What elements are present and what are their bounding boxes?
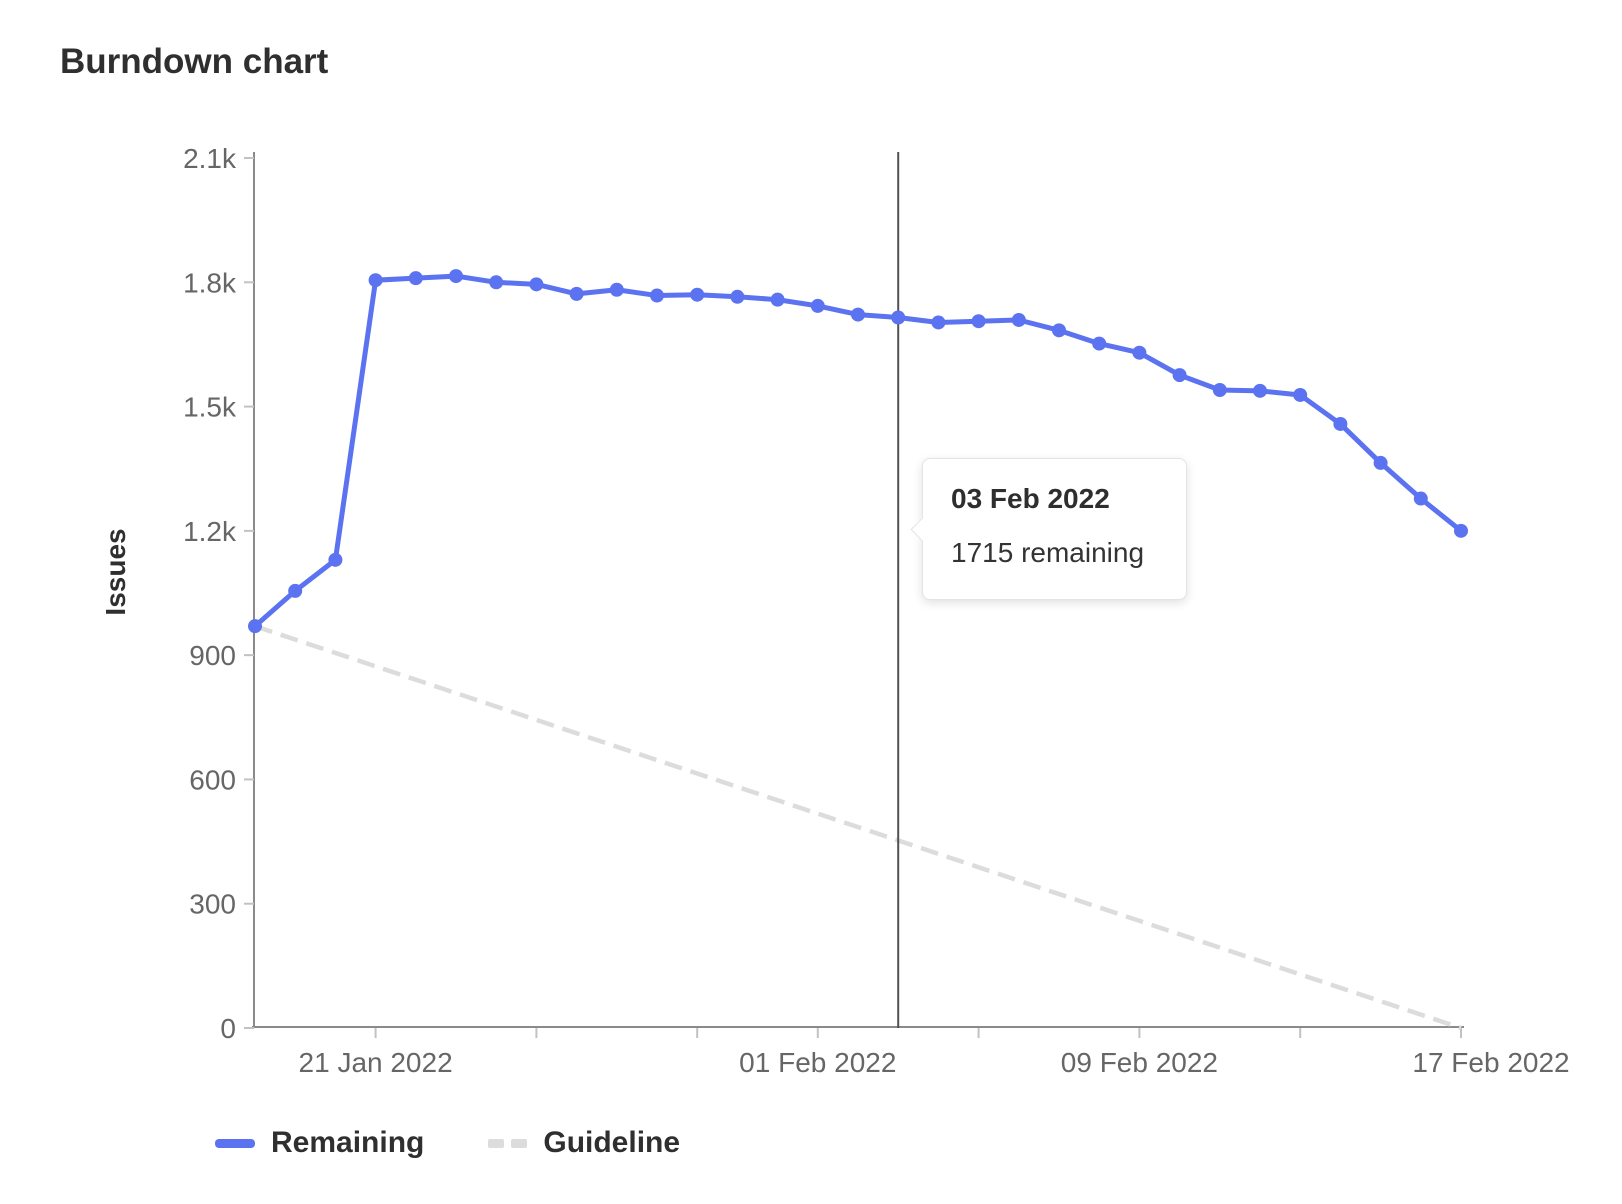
data-point[interactable] bbox=[408, 271, 423, 286]
y-tick-label: 0 bbox=[220, 1013, 236, 1044]
data-point[interactable] bbox=[248, 619, 262, 634]
data-point[interactable] bbox=[650, 288, 664, 303]
y-tick-label: 600 bbox=[189, 764, 236, 795]
y-tick-label: 2.1k bbox=[183, 143, 237, 174]
guideline-dash-swatch-icon bbox=[488, 1138, 528, 1148]
x-tick-label: 01 Feb 2022 bbox=[739, 1047, 896, 1078]
data-point[interactable] bbox=[1011, 312, 1026, 327]
legend-item-guideline[interactable]: Guideline bbox=[488, 1126, 680, 1160]
data-point[interactable] bbox=[810, 298, 825, 313]
data-point[interactable] bbox=[569, 286, 584, 301]
data-point[interactable] bbox=[971, 314, 986, 329]
data-point[interactable] bbox=[891, 310, 906, 325]
data-point[interactable] bbox=[529, 277, 544, 292]
remaining-line bbox=[252, 273, 1464, 629]
data-point[interactable] bbox=[609, 282, 624, 297]
data-point[interactable] bbox=[1132, 345, 1147, 360]
data-point[interactable] bbox=[288, 583, 303, 598]
x-tick-label: 17 Feb 2022 bbox=[1412, 1047, 1569, 1078]
data-point[interactable] bbox=[1373, 455, 1388, 470]
data-point[interactable] bbox=[449, 269, 463, 284]
legend-label-remaining: Remaining bbox=[271, 1126, 425, 1159]
data-point[interactable] bbox=[690, 287, 705, 302]
page-title: Burndown chart bbox=[60, 42, 329, 81]
y-tick-label: 1.5k bbox=[183, 392, 237, 423]
guideline-line bbox=[254, 624, 1462, 1031]
data-point[interactable] bbox=[1092, 336, 1107, 351]
data-point[interactable] bbox=[489, 275, 504, 290]
data-point[interactable] bbox=[1413, 491, 1428, 506]
data-point[interactable] bbox=[770, 292, 785, 307]
tooltip-date: 03 Feb 2022 bbox=[951, 483, 1110, 514]
y-tick-label: 1.2k bbox=[183, 516, 237, 547]
data-point[interactable] bbox=[1454, 523, 1468, 538]
data-point[interactable] bbox=[1212, 383, 1227, 397]
data-point[interactable] bbox=[1052, 323, 1066, 338]
data-point[interactable] bbox=[1293, 387, 1308, 402]
y-tick-label: 300 bbox=[189, 889, 236, 920]
y-tick-label: 1.8k bbox=[183, 267, 237, 298]
legend-item-remaining[interactable]: Remaining bbox=[215, 1126, 424, 1160]
remaining-line-swatch-icon bbox=[215, 1138, 255, 1148]
x-tick-label: 09 Feb 2022 bbox=[1061, 1047, 1218, 1078]
data-point[interactable] bbox=[931, 315, 946, 330]
data-point[interactable] bbox=[328, 552, 343, 567]
tooltip-value: 1715 remaining bbox=[951, 537, 1145, 568]
data-point[interactable] bbox=[730, 289, 745, 304]
x-tick-label: 21 Jan 2022 bbox=[299, 1047, 453, 1078]
data-point[interactable] bbox=[1172, 368, 1187, 383]
data-point[interactable] bbox=[1333, 416, 1348, 431]
y-tick-label: 900 bbox=[189, 640, 236, 671]
chart-legend: Remaining Guideline bbox=[215, 1126, 680, 1160]
data-point[interactable] bbox=[368, 273, 383, 288]
data-point[interactable] bbox=[851, 307, 865, 322]
chart-tooltip: 03 Feb 2022 1715 remaining bbox=[910, 458, 1187, 600]
data-point[interactable] bbox=[1253, 383, 1267, 398]
legend-label-guideline: Guideline bbox=[543, 1126, 681, 1159]
